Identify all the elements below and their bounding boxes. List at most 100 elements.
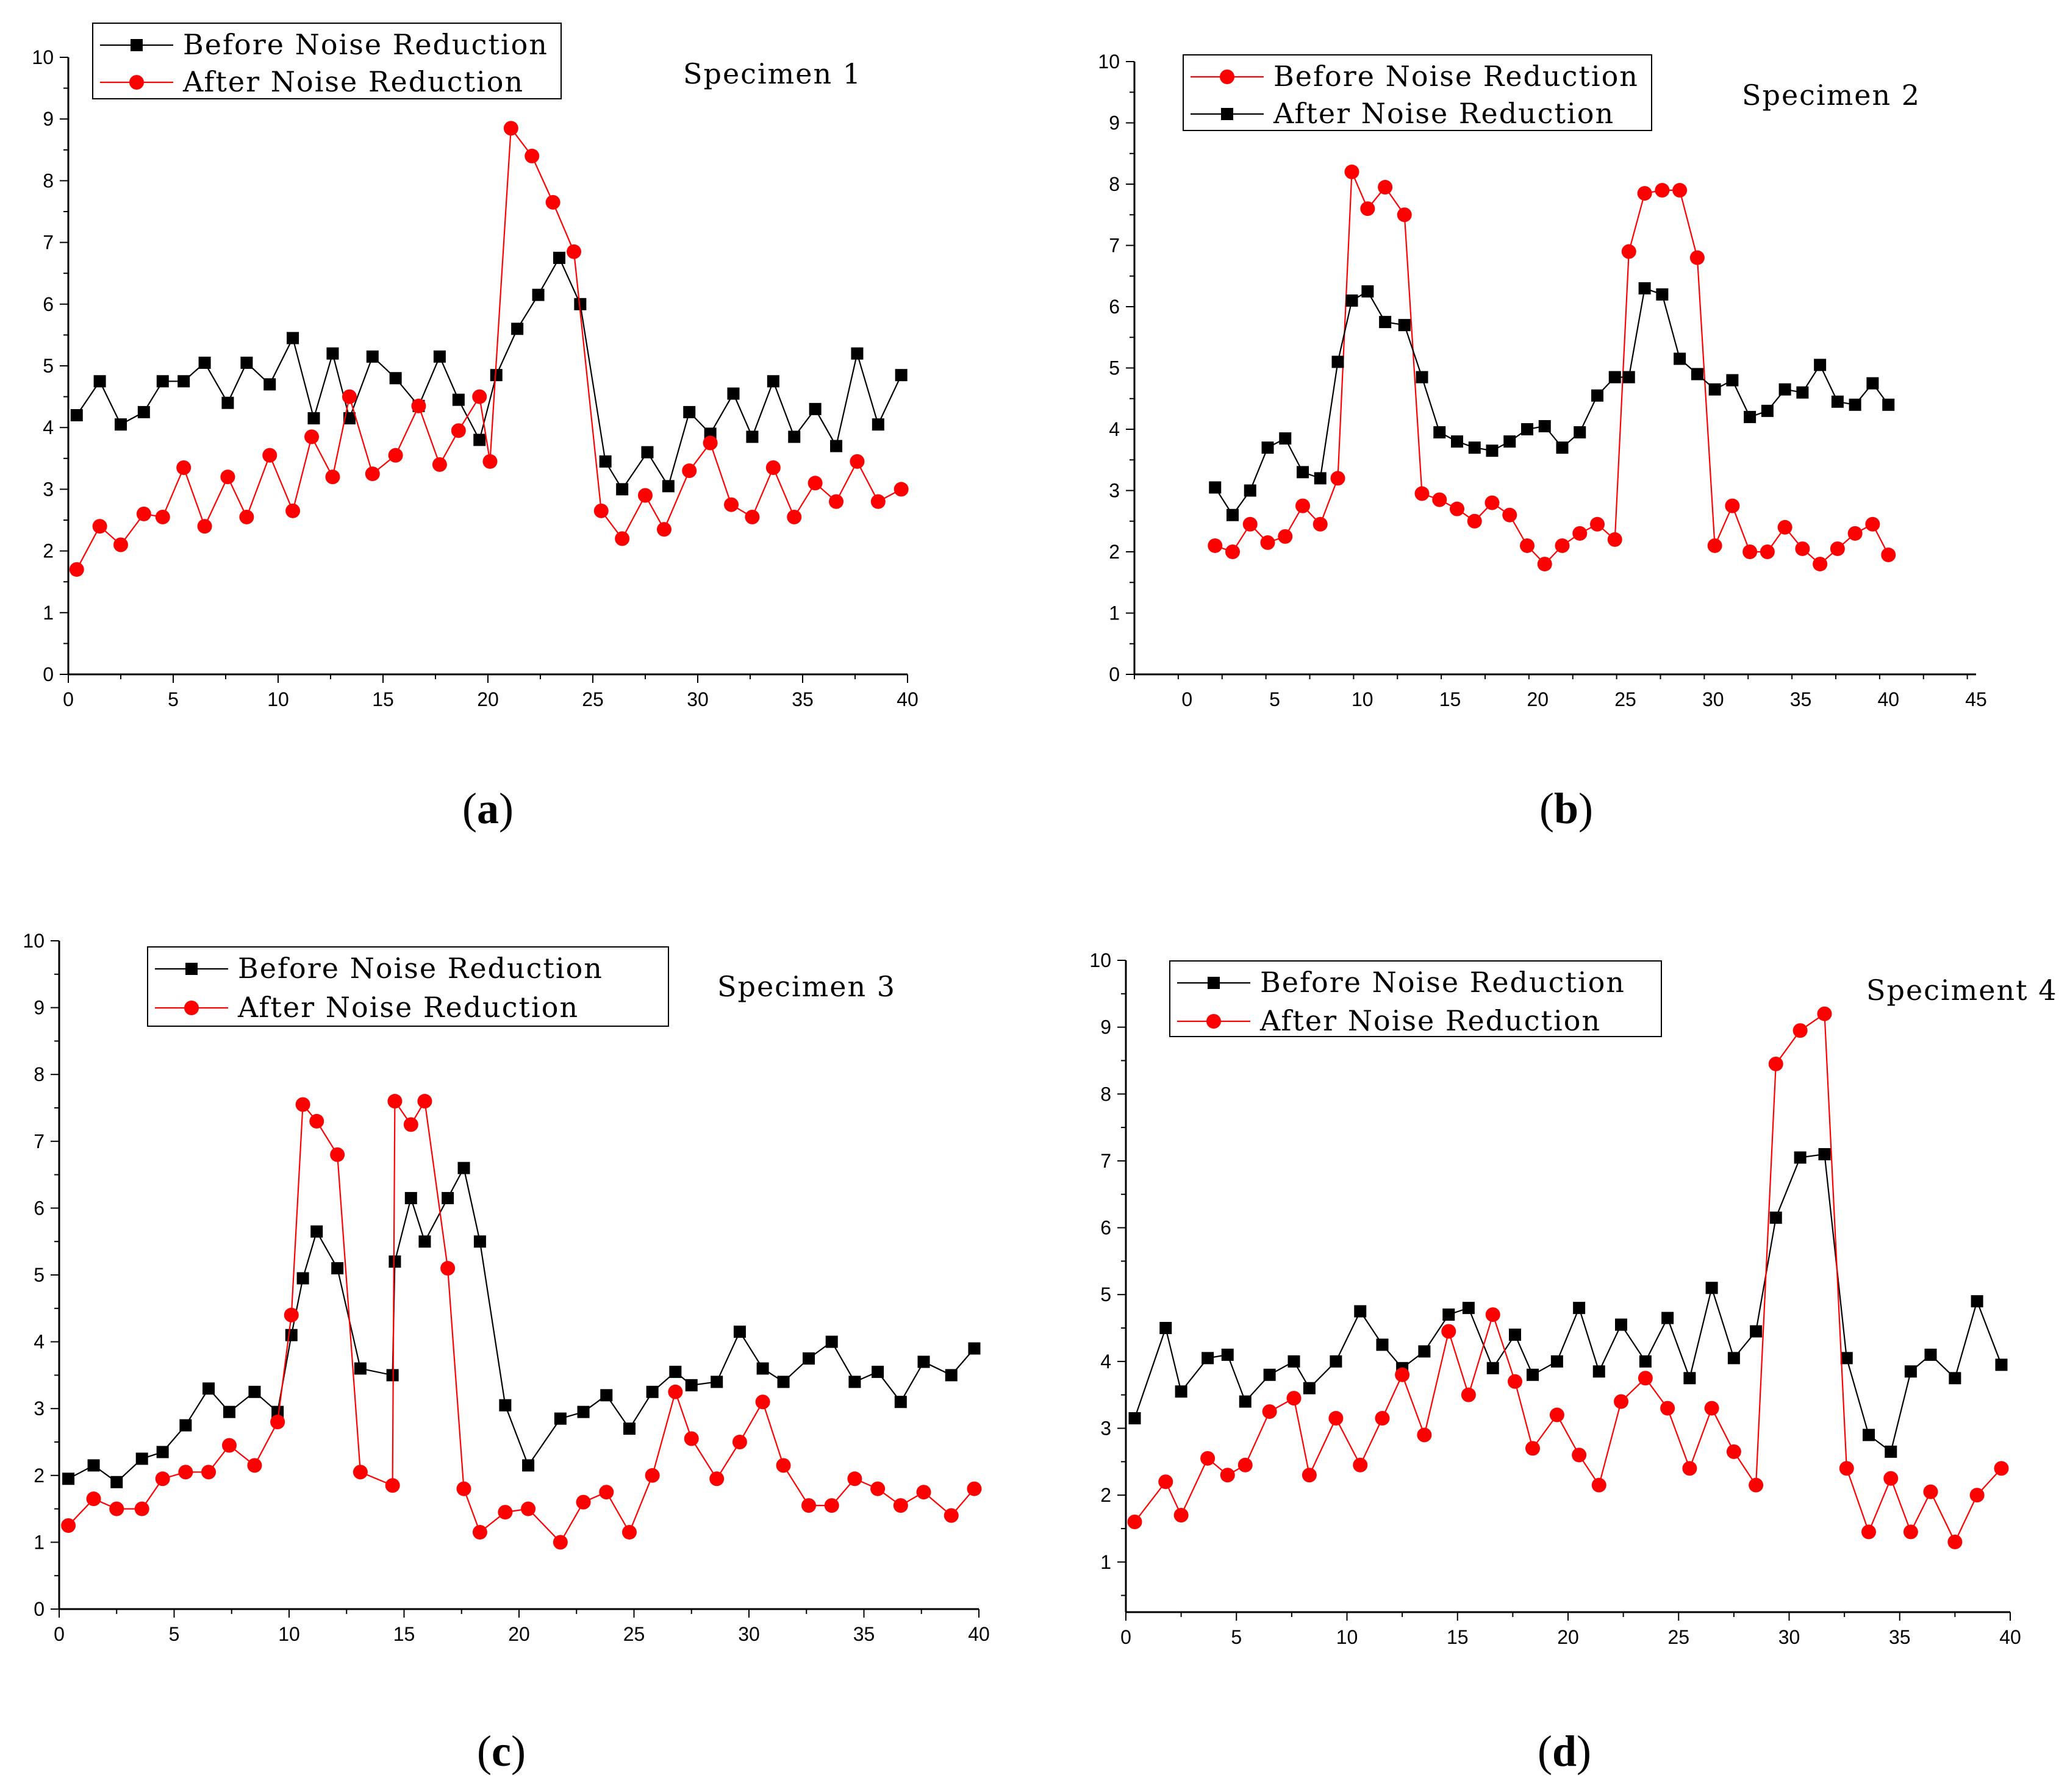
data-point (1175, 1385, 1187, 1398)
data-point (1279, 432, 1292, 445)
data-point (645, 1468, 660, 1483)
data-point (1537, 557, 1552, 572)
data-point (599, 1485, 614, 1500)
data-point (1461, 1387, 1476, 1402)
y-tick-label: 3 (1100, 1417, 1111, 1439)
data-point (1744, 410, 1757, 423)
data-point (1263, 1368, 1276, 1381)
data-point (767, 375, 779, 388)
series-red (69, 121, 909, 577)
data-point (1726, 374, 1739, 387)
data-point (1638, 282, 1651, 295)
data-point (641, 446, 654, 459)
data-point (92, 519, 107, 534)
data-point (623, 1423, 636, 1435)
data-point (944, 1508, 959, 1523)
data-point (1502, 507, 1517, 523)
data-point (1817, 1006, 1832, 1021)
data-point (1278, 529, 1293, 544)
data-point (1525, 1441, 1540, 1456)
data-point (1760, 544, 1775, 559)
series-line (1214, 171, 1889, 565)
data-point (1638, 1371, 1653, 1386)
data-point (155, 509, 170, 524)
data-point (1313, 516, 1328, 532)
data-point (968, 1342, 981, 1355)
data-point (1328, 1411, 1344, 1426)
data-point (703, 435, 718, 451)
y-tick-label: 3 (1109, 480, 1120, 502)
x-tick-label: 25 (1667, 1626, 1689, 1648)
data-point (1330, 1355, 1342, 1368)
data-point (295, 1097, 310, 1112)
data-point (498, 1505, 513, 1520)
data-point (1360, 201, 1375, 216)
data-point (296, 1272, 309, 1285)
data-point (70, 409, 83, 421)
data-point (1881, 548, 1896, 563)
data-point (418, 1235, 431, 1248)
data-point (411, 398, 426, 413)
data-point (525, 148, 540, 163)
data-point (86, 1491, 101, 1507)
y-tick-label: 2 (43, 540, 54, 562)
data-point (61, 1518, 76, 1533)
data-point (473, 434, 486, 446)
data-point (1742, 544, 1758, 559)
x-tick-label: 30 (1778, 1626, 1800, 1648)
data-point (1949, 1372, 1961, 1385)
data-point (1660, 1401, 1675, 1416)
legend: Before Noise Reduction After Noise Reduct… (92, 23, 562, 99)
series-black (1128, 1148, 2008, 1458)
data-point (503, 121, 518, 136)
data-point (1621, 244, 1636, 259)
data-point (432, 457, 447, 472)
data-point (1361, 285, 1374, 298)
data-point (1574, 426, 1586, 439)
data-point (473, 1235, 486, 1248)
data-point (1225, 544, 1240, 559)
data-point (1572, 526, 1588, 541)
data-point (599, 455, 612, 468)
data-point (1417, 1427, 1432, 1443)
data-point (1622, 371, 1635, 384)
data-point (553, 1535, 568, 1550)
y-tick-label: 1 (43, 602, 54, 624)
data-point (1202, 1352, 1214, 1365)
y-tick-label: 7 (43, 232, 54, 254)
data-point (1831, 395, 1844, 408)
data-point (1538, 419, 1551, 432)
data-point (1468, 441, 1481, 454)
data-point (1127, 1514, 1142, 1529)
data-point (1375, 1411, 1390, 1426)
x-tick-label: 35 (792, 688, 814, 710)
data-point (69, 562, 84, 577)
specimen-title: Specimen 2 (1742, 79, 1921, 112)
y-tick-label: 6 (1109, 296, 1120, 318)
legend-circle-marker (129, 75, 144, 90)
legend: Before Noise Reduction After Noise Reduct… (147, 946, 669, 1027)
panel-label: (d) (1538, 1727, 1591, 1776)
y-tick-label: 2 (1100, 1484, 1111, 1506)
x-tick-label: 35 (1889, 1626, 1911, 1648)
data-point (709, 1471, 725, 1487)
data-point (1674, 352, 1686, 365)
data-point (1704, 1401, 1719, 1416)
panel-d-chart: 0 5 10 15 20 25 30 35 40 1 2 3 4 5 6 7 8 9 10 Before Noise … (1089, 949, 2056, 1776)
data-point (457, 1162, 470, 1174)
data-point (499, 1399, 512, 1412)
data-point (553, 251, 565, 264)
data-point (850, 454, 865, 469)
data-point (93, 375, 106, 388)
data-point (113, 537, 128, 552)
data-point (221, 1438, 237, 1453)
y-tick-label: 0 (34, 1598, 45, 1620)
data-point (727, 387, 740, 400)
y-tick-label: 4 (1109, 418, 1120, 440)
x-tick-label: 10 (1336, 1626, 1358, 1648)
x-tick-label: 30 (738, 1623, 760, 1645)
x-tick-label: 15 (393, 1623, 415, 1645)
data-point (451, 423, 466, 438)
data-point (62, 1473, 75, 1485)
data-point (1227, 509, 1239, 521)
